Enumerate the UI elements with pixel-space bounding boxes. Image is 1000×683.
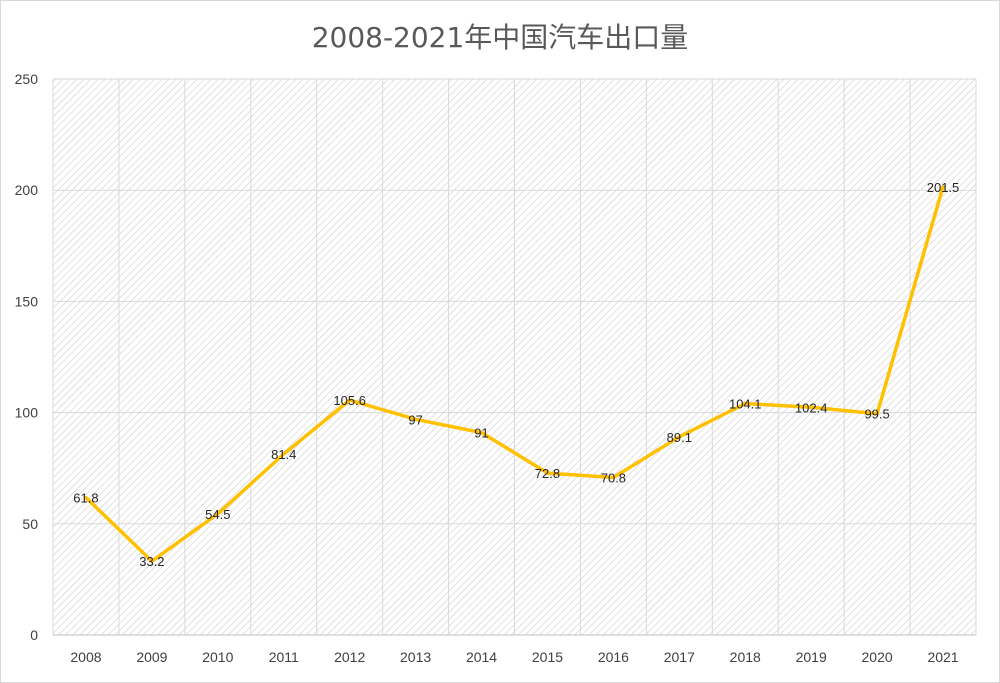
data-point [875, 412, 879, 416]
y-tick-label: 50 [22, 516, 38, 532]
data-label: 91 [474, 426, 488, 441]
y-tick-label: 100 [15, 405, 39, 421]
data-label: 89.1 [667, 430, 692, 445]
data-labels: 61.8 33.2 54.5 81.4 105.6 97 91 72.8 70.8 89.1 104… [73, 180, 959, 569]
x-tick-label: 2016 [598, 649, 629, 665]
data-point [282, 452, 286, 456]
data-point [150, 559, 154, 563]
data-point [348, 398, 352, 402]
data-label: 61.8 [73, 491, 98, 506]
data-label: 54.5 [205, 507, 230, 522]
data-point [545, 471, 549, 475]
data-point [414, 417, 418, 421]
x-tick-label: 2013 [400, 649, 431, 665]
data-point [480, 431, 484, 435]
data-label: 70.8 [601, 471, 626, 486]
data-label: 81.4 [271, 447, 296, 462]
chart-title: 2008-2021年中国汽车出口量 [311, 21, 689, 54]
x-tick-label: 2015 [532, 649, 563, 665]
data-label: 102.4 [795, 400, 828, 415]
x-tick-label: 2019 [796, 649, 827, 665]
x-tick-label: 2018 [730, 649, 761, 665]
data-point [216, 512, 220, 516]
data-point [941, 185, 945, 189]
data-point [743, 401, 747, 405]
x-tick-label: 2014 [466, 649, 497, 665]
x-tick-label: 2009 [136, 649, 167, 665]
data-label: 99.5 [864, 407, 889, 422]
x-tick-label: 2008 [70, 649, 101, 665]
data-point [611, 476, 615, 480]
data-label: 104.1 [729, 396, 762, 411]
series-line [84, 185, 945, 563]
data-label: 201.5 [927, 180, 960, 195]
series-layer [84, 185, 945, 563]
x-tick-label: 2011 [269, 649, 299, 665]
y-tick-label: 0 [30, 627, 38, 643]
data-point [677, 435, 681, 439]
x-tick-label: 2012 [334, 649, 365, 665]
data-label: 33.2 [139, 554, 164, 569]
data-point [84, 496, 88, 500]
x-tick-label: 2017 [664, 649, 695, 665]
data-point [809, 405, 813, 409]
data-label: 105.6 [333, 393, 366, 408]
y-tick-label: 200 [15, 182, 39, 198]
data-label: 72.8 [535, 466, 560, 481]
y-tick-label: 250 [15, 71, 39, 87]
x-tick-label: 2021 [927, 649, 958, 665]
x-tick-label: 2010 [202, 649, 233, 665]
x-tick-label: 2020 [862, 649, 893, 665]
axes: 0 50 100 150 200 250 2008 2009 2010 2011 2012 2013 2… [15, 71, 976, 665]
data-label: 97 [408, 412, 422, 427]
y-tick-label: 150 [15, 293, 39, 309]
